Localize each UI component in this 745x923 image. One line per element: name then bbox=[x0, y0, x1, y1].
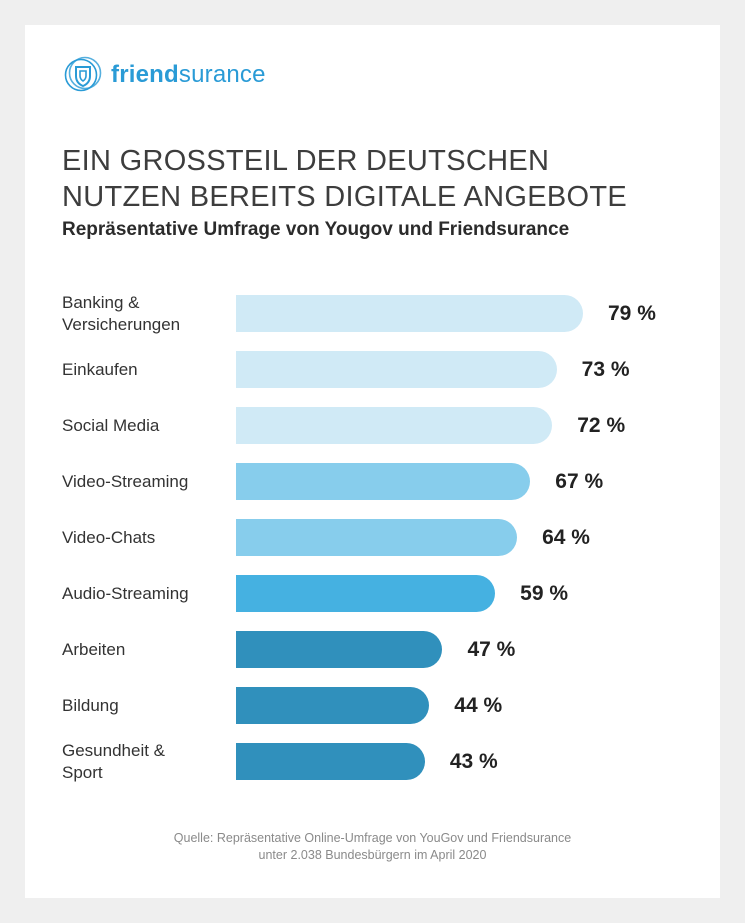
source-line-1: Quelle: Repräsentative Online-Umfrage vo… bbox=[173, 831, 572, 845]
value-label: 67 % bbox=[555, 470, 604, 493]
title-line-2: NUTZEN BEREITS DIGITALE ANGEBOTE bbox=[62, 181, 627, 214]
bar bbox=[236, 463, 531, 500]
bar bbox=[236, 407, 553, 444]
infographic-card: friendsurance EIN GROSSTEIL DER DEUTSCHE… bbox=[25, 25, 720, 898]
bar bbox=[236, 743, 425, 780]
chart-subtitle: Repräsentative Umfrage von Yougov und Fr… bbox=[62, 219, 570, 240]
value-label: 44 % bbox=[454, 694, 503, 717]
bar bbox=[236, 519, 518, 556]
category-label: Bildung bbox=[62, 695, 119, 715]
category-label: Audio-Streaming bbox=[62, 583, 189, 603]
value-label: 43 % bbox=[449, 750, 498, 773]
category-label: Video-Chats bbox=[62, 527, 156, 547]
value-label: 59 % bbox=[520, 582, 569, 605]
value-label: 64 % bbox=[542, 526, 590, 549]
category-label: Banking & Versicherungen bbox=[62, 292, 181, 334]
category-label: Arbeiten bbox=[62, 639, 126, 659]
source-line-2: unter 2.038 Bundesbürgern im April 2020 bbox=[258, 848, 487, 862]
category-label: Gesundheit & Sport bbox=[62, 740, 166, 782]
bar-chart: Banking & Versicherungen 79 % Einkaufen 73 %… bbox=[25, 25, 720, 898]
category-label: Social Media bbox=[62, 415, 160, 435]
value-label: 73 % bbox=[581, 358, 630, 381]
bar bbox=[236, 631, 443, 668]
value-label: 72 % bbox=[577, 414, 626, 437]
value-label: 47 % bbox=[467, 638, 516, 661]
shield-icon bbox=[64, 56, 102, 92]
chart-title: EIN GROSSTEIL DER DEUTSCHEN NUTZEN BEREI… bbox=[62, 143, 662, 215]
category-label: Video-Streaming bbox=[62, 471, 189, 491]
source-note: Quelle: Repräsentative Online-Umfrage vo… bbox=[25, 830, 720, 864]
brand-logo: friendsurance bbox=[61, 55, 266, 95]
bar bbox=[236, 351, 557, 388]
bar bbox=[236, 687, 430, 724]
category-label: Einkaufen bbox=[62, 359, 138, 379]
bar bbox=[236, 295, 583, 332]
bar bbox=[236, 575, 496, 612]
title-line-1: EIN GROSSTEIL DER DEUTSCHEN bbox=[62, 145, 550, 178]
brand-name: friendsurance bbox=[111, 61, 266, 88]
value-label: 79 % bbox=[608, 302, 656, 325]
